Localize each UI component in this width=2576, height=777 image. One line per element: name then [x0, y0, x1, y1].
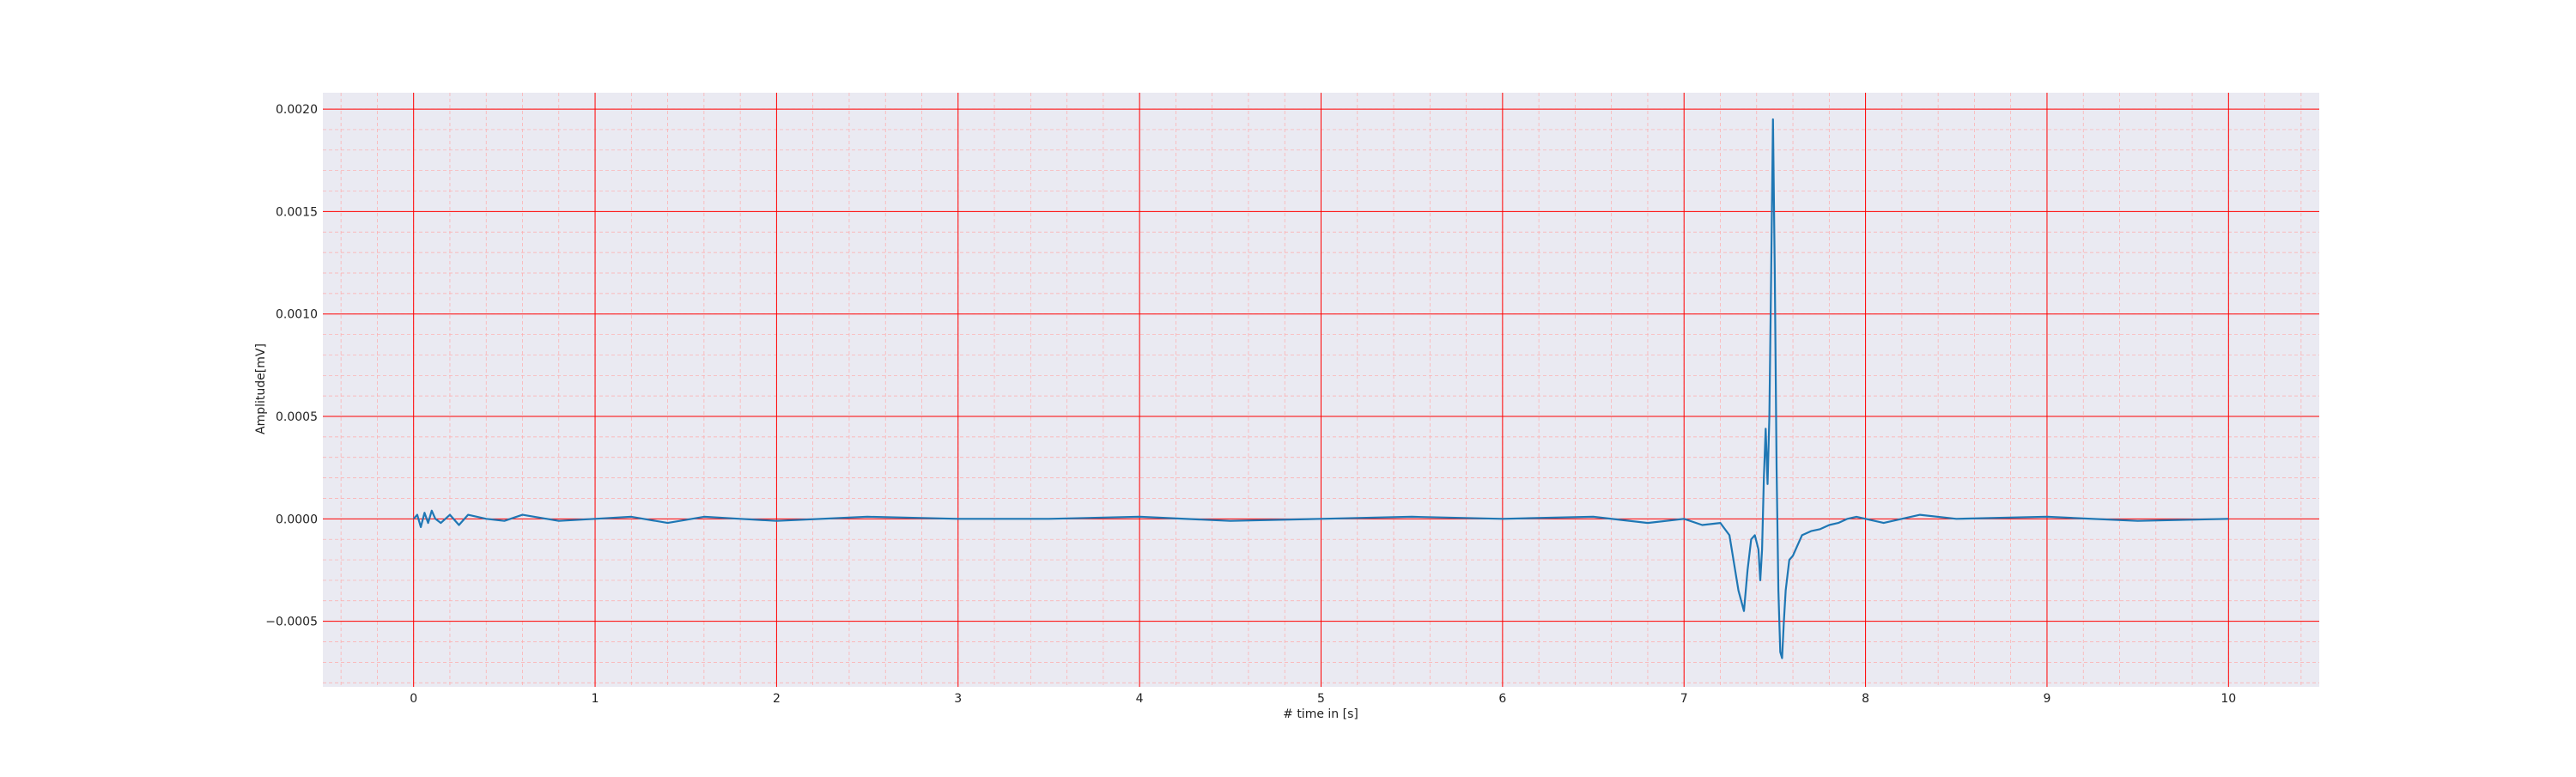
- x-axis-title: # time in [s]: [1283, 707, 1358, 721]
- x-tick-label: 3: [954, 692, 962, 706]
- x-tick-label: 8: [1862, 692, 1869, 706]
- x-tick-label: 5: [1317, 692, 1325, 706]
- y-tick-label: −0.0005: [265, 616, 318, 629]
- y-tick-label: 0.0010: [276, 308, 318, 322]
- y-tick-label: 0.0020: [276, 103, 318, 117]
- x-tick-label: 1: [592, 692, 599, 706]
- x-tick-label: 0: [410, 692, 417, 706]
- x-tick-label: 9: [2043, 692, 2050, 706]
- x-axis-ticks: 0 1 2 3 4 5 6 7 8 9 10: [410, 692, 2236, 706]
- y-tick-label: 0.0015: [276, 205, 318, 219]
- series-layer: [412, 118, 2229, 659]
- y-axis-title: Amplitude[mV]: [254, 343, 268, 434]
- x-tick-label: 7: [1680, 692, 1688, 706]
- x-tick-label: 4: [1136, 692, 1144, 706]
- series-line: [412, 118, 2229, 659]
- x-tick-label: 2: [773, 692, 781, 706]
- y-tick-label: 0.0005: [276, 410, 318, 424]
- x-tick-label: 10: [2221, 692, 2236, 706]
- y-axis-ticks: −0.0005 0.0000 0.0005 0.0010 0.0015 0.0020: [265, 103, 318, 629]
- x-tick-label: 6: [1498, 692, 1506, 706]
- y-tick-label: 0.0000: [276, 513, 318, 526]
